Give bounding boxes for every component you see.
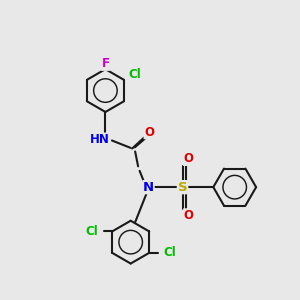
Text: S: S <box>178 181 188 194</box>
Text: Cl: Cl <box>128 68 141 81</box>
Text: O: O <box>144 126 154 139</box>
Text: F: F <box>101 57 110 70</box>
Text: O: O <box>184 152 194 165</box>
Text: Cl: Cl <box>164 246 176 259</box>
Text: O: O <box>184 209 194 222</box>
Text: Cl: Cl <box>85 225 98 238</box>
Text: N: N <box>143 181 154 194</box>
Text: HN: HN <box>90 133 110 146</box>
